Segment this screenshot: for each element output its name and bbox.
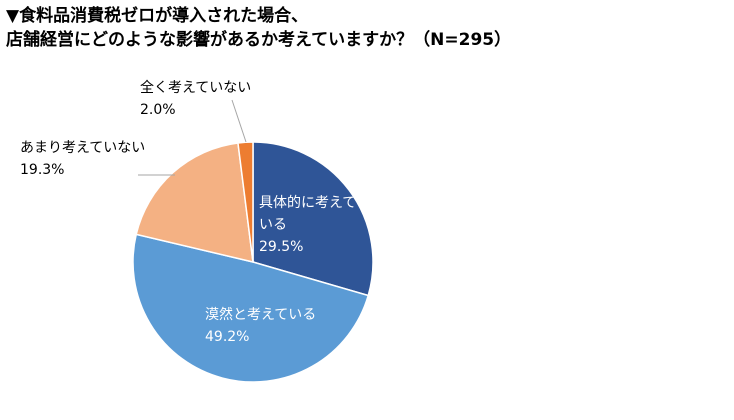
- pie-slices: [132, 141, 374, 383]
- leader-lines: [138, 99, 247, 176]
- slice-value-3: 19.3%: [20, 162, 64, 178]
- slice-value-2: 49.2%: [205, 329, 249, 345]
- chart-title: ▼食料品消費税ゼロが導入された場合、 店舗経営にどのような影響があるか考えていま…: [6, 4, 511, 52]
- slice-name-2-line-1: 漠然と考えている: [205, 306, 316, 323]
- pie-slice-2: [132, 233, 370, 383]
- slice-name-1-line-2: いる: [259, 217, 287, 233]
- chart-title-line-1: ▼食料品消費税ゼロが導入された場合、: [6, 6, 309, 26]
- slice-label-3: あまり考えていない 19.3%: [20, 140, 145, 178]
- slice-label-2: 漠然と考えている 49.2%: [205, 306, 316, 345]
- slice-name-1-line-1: 具体的に考えて: [259, 195, 356, 211]
- pie-slice-3: [135, 142, 254, 263]
- slice-name-4-line-1: 全く考えていない: [140, 79, 251, 96]
- slice-name-3-line-1: あまり考えていない: [20, 140, 145, 156]
- chart-title-line-2: 店舗経営にどのような影響があるか考えていますか？（N=295）: [6, 30, 512, 50]
- slice-labels: 具体的に考えている 29.5% 漠然と考えている 49.2% あまり考えていない 19.3…: [20, 79, 356, 345]
- slice-label-1: 具体的に考えている 29.5%: [259, 195, 356, 255]
- slice-label-4: 全く考えていない 2.0%: [140, 79, 251, 118]
- slice-value-4: 2.0%: [140, 102, 176, 118]
- pie-slice-1: [252, 141, 374, 297]
- slice-value-1: 29.5%: [259, 239, 303, 255]
- pie-slice-4: [237, 141, 254, 263]
- leader-line-4: [231, 99, 247, 143]
